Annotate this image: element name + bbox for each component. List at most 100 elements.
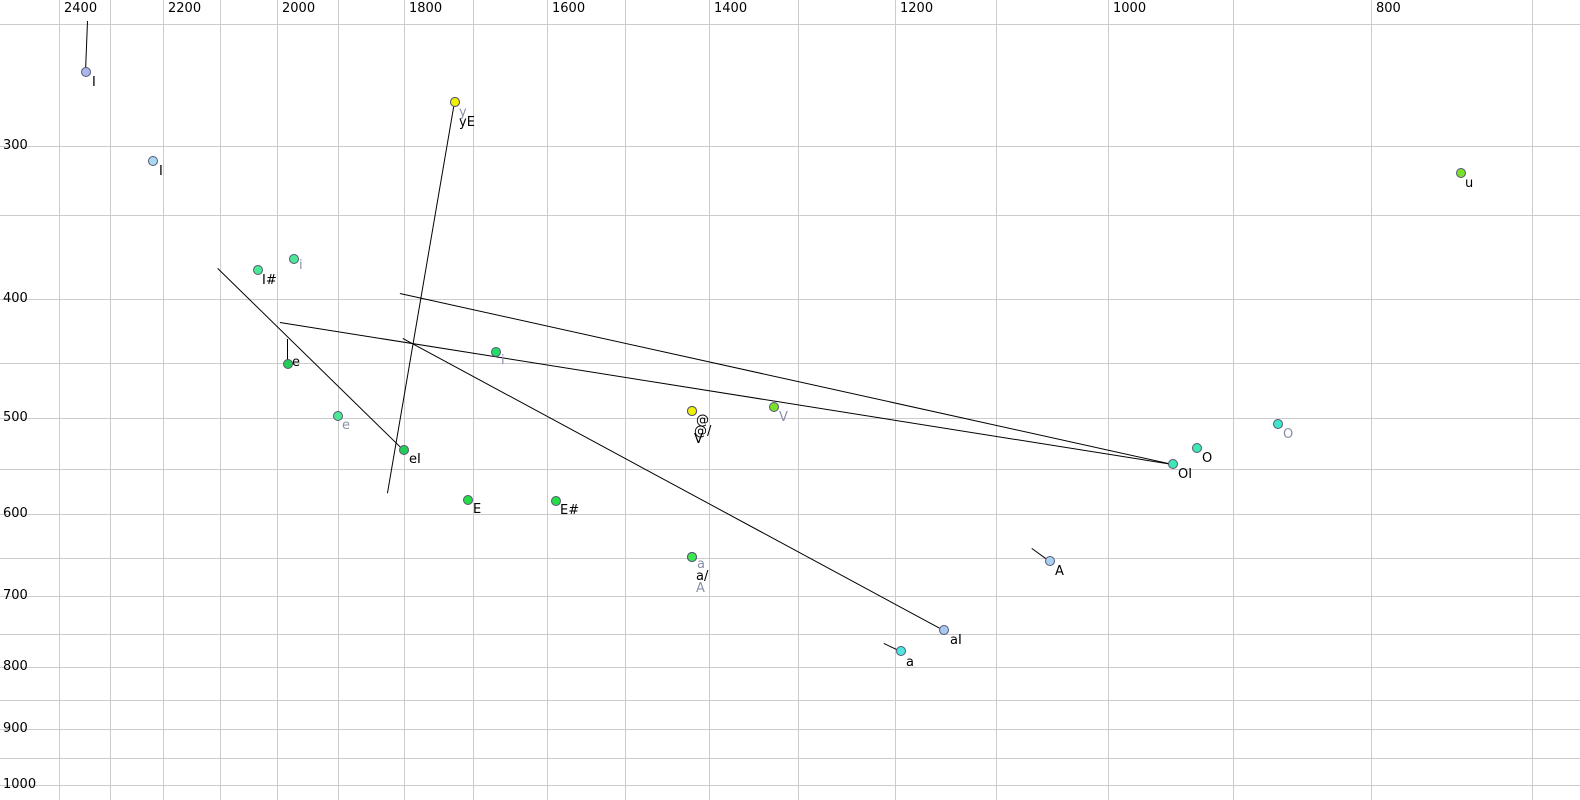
x-tick-label: 1200	[900, 1, 934, 16]
y-tick-label: 600	[3, 506, 28, 521]
x-gridline-minor	[473, 0, 474, 800]
data-point-label: e	[342, 418, 350, 433]
x-tick-label: 800	[1376, 1, 1401, 16]
x-tick-label: 1000	[1113, 1, 1147, 16]
data-point-label: a	[697, 557, 705, 572]
x-gridline-major	[277, 0, 278, 800]
data-point-label: I#	[262, 273, 277, 288]
x-gridline-major	[404, 0, 405, 800]
x-tick-label: 1400	[714, 1, 748, 16]
data-point-label: O	[1202, 451, 1213, 466]
y-tick-label: 1000	[3, 777, 37, 792]
x-gridline-major	[1108, 0, 1109, 800]
y-tick-label: 500	[3, 410, 28, 425]
y-gridline-major	[0, 146, 1580, 147]
data-point-label: u	[1465, 176, 1474, 191]
data-point[interactable]	[769, 402, 779, 412]
data-point-label: yE	[459, 115, 475, 130]
data-point-label: A	[1055, 564, 1064, 579]
x-gridline-minor	[625, 0, 626, 800]
data-point[interactable]	[399, 445, 409, 455]
data-point-label: @/	[694, 424, 712, 439]
data-point[interactable]	[463, 495, 473, 505]
data-point-label: i	[501, 353, 505, 368]
data-point-label: y	[459, 105, 467, 120]
data-point-label: I	[92, 75, 96, 90]
x-gridline-minor	[996, 0, 997, 800]
data-point[interactable]	[1045, 556, 1055, 566]
data-point[interactable]	[81, 67, 91, 77]
data-point-label: e	[292, 355, 300, 370]
data-point-label: E#	[560, 503, 580, 518]
trajectory-line	[402, 338, 944, 631]
x-gridline-minor	[110, 0, 111, 800]
data-point[interactable]	[896, 646, 906, 656]
data-point[interactable]	[491, 347, 501, 357]
x-gridline-minor	[220, 0, 221, 800]
y-gridline-minor	[0, 469, 1580, 470]
data-point-label: a	[906, 655, 914, 670]
y-tick-label: 800	[3, 659, 28, 674]
y-tick-label: 700	[3, 588, 28, 603]
data-point-label: E	[473, 502, 482, 517]
y-gridline-minor	[0, 558, 1580, 559]
trajectory-line	[217, 268, 404, 451]
data-point-label: V	[694, 432, 703, 447]
data-point[interactable]	[939, 625, 949, 635]
y-gridline-minor	[0, 700, 1580, 701]
x-gridline-minor	[1233, 0, 1234, 800]
data-point[interactable]	[283, 359, 293, 369]
y-tick-label: 900	[3, 721, 28, 736]
data-point[interactable]	[1273, 419, 1283, 429]
data-point-label: A	[696, 581, 705, 596]
y-gridline-major	[0, 418, 1580, 419]
data-point[interactable]	[1456, 168, 1466, 178]
x-tick-label: 2400	[64, 1, 98, 16]
trajectory-line	[399, 293, 1173, 465]
x-gridline-major	[1371, 0, 1372, 800]
y-gridline-major	[0, 729, 1580, 730]
x-gridline-major	[895, 0, 896, 800]
data-point[interactable]	[687, 406, 697, 416]
y-gridline-major	[0, 667, 1580, 668]
x-gridline-minor	[1532, 0, 1533, 800]
data-point-label: OI	[1178, 467, 1193, 482]
data-point-label: i	[299, 258, 303, 273]
y-gridline-minor	[0, 758, 1580, 759]
data-point[interactable]	[450, 97, 460, 107]
y-gridline-major	[0, 514, 1580, 515]
x-tick-label: 2000	[282, 1, 316, 16]
data-point[interactable]	[253, 265, 263, 275]
data-point-label: @	[696, 413, 709, 428]
data-point[interactable]	[289, 254, 299, 264]
data-point[interactable]	[551, 496, 561, 506]
data-point[interactable]	[1192, 443, 1202, 453]
y-gridline-minor	[0, 24, 1580, 25]
y-gridline-minor	[0, 363, 1580, 364]
x-tick-label: 1600	[552, 1, 586, 16]
data-point-label: I	[159, 164, 163, 179]
y-gridline-major	[0, 299, 1580, 300]
data-point[interactable]	[333, 411, 343, 421]
y-gridline-minor	[0, 215, 1580, 216]
x-gridline-major	[163, 0, 164, 800]
data-point[interactable]	[1168, 459, 1178, 469]
trajectory-line	[85, 20, 88, 72]
y-tick-label: 300	[3, 138, 28, 153]
data-point[interactable]	[148, 156, 158, 166]
data-point-label: aI	[950, 633, 962, 648]
y-gridline-major	[0, 596, 1580, 597]
x-tick-label: 2200	[168, 1, 202, 16]
x-gridline-major	[709, 0, 710, 800]
data-point-label: V	[779, 410, 788, 425]
x-gridline-major	[547, 0, 548, 800]
x-gridline-minor	[798, 0, 799, 800]
y-gridline-minor	[0, 634, 1580, 635]
x-tick-label: 1800	[409, 1, 443, 16]
x-gridline-minor	[338, 0, 339, 800]
data-point-label: a/	[696, 569, 709, 584]
data-point[interactable]	[687, 552, 697, 562]
x-gridline-major	[59, 0, 60, 800]
y-gridline-major	[0, 785, 1580, 786]
